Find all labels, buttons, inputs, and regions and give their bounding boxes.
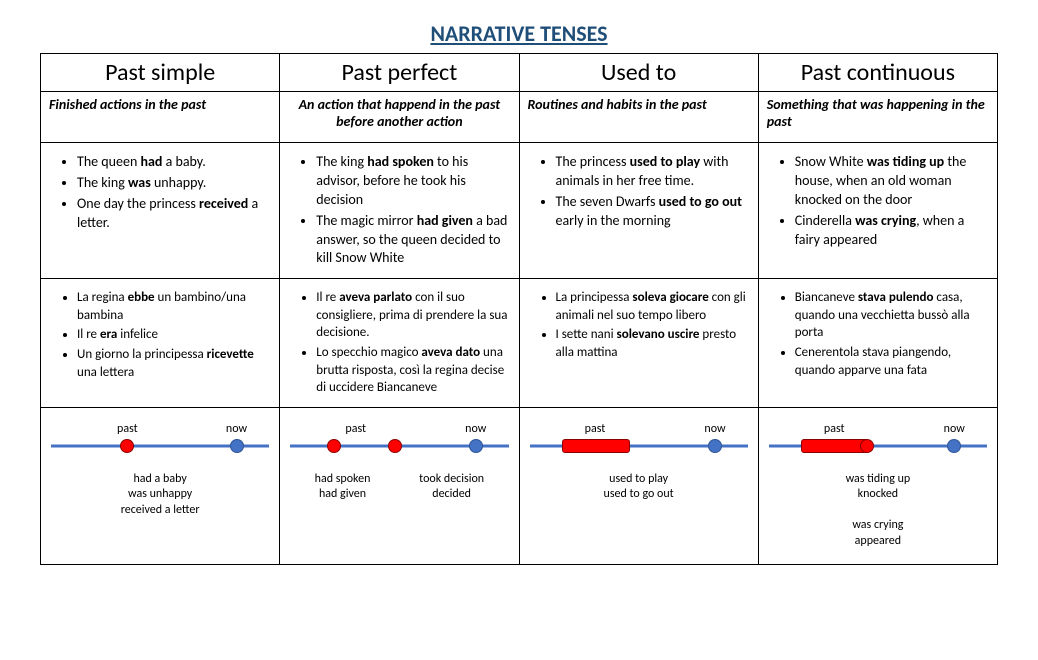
- tenses-table: Past simple Past perfect Used to Past co…: [40, 53, 998, 565]
- timeline-cell: pastnowwas tiding upknocked was cryingap…: [758, 407, 997, 564]
- examples-cell: Snow White was tiding up the house, when…: [758, 143, 997, 279]
- timeline: pastnow: [769, 426, 987, 466]
- timeline-caption: was tiding upknocked was cryingappeared: [769, 472, 987, 550]
- desc-row: Finished actions in the past An action t…: [41, 92, 998, 143]
- timeline-label: now: [944, 422, 965, 436]
- timeline-cell: pastnowhad a babywas unhappyreceived a l…: [41, 407, 280, 564]
- timeline-label: now: [226, 422, 247, 436]
- timeline-dot: [230, 439, 244, 453]
- italian-row: La regina ebbe un bambino/una bambina Il …: [41, 279, 998, 407]
- timeline-row: pastnowhad a babywas unhappyreceived a l…: [41, 407, 998, 564]
- list-item: The magic mirror had given a bad answer,…: [316, 212, 510, 269]
- list-item: Il re aveva parlato con il suo consiglie…: [316, 289, 510, 342]
- col-header: Past perfect: [280, 54, 519, 92]
- list-item: Cenerentola stava piangendo, quando appa…: [795, 344, 989, 379]
- list-item: Lo specchio magico aveva dato una brutta…: [316, 344, 510, 397]
- timeline-caption: used to playused to go out: [530, 472, 748, 503]
- timeline-caption: had a babywas unhappyreceived a letter: [51, 472, 269, 519]
- timeline-dot: [860, 439, 874, 453]
- page-title: NARRATIVE TENSES: [40, 20, 998, 47]
- list-item: Il re era infelice: [77, 326, 271, 344]
- examples-cell: La principessa soleva giocare con gli an…: [519, 279, 758, 407]
- list-item: La principessa soleva giocare con gli an…: [556, 289, 750, 324]
- list-item: The queen had a baby.: [77, 153, 271, 172]
- timeline-caption: had spokenhad given took decisiondecided: [290, 472, 508, 503]
- examples-cell: The king had spoken to his advisor, befo…: [280, 143, 519, 279]
- list-item: I sette nani solevano uscire presto alla…: [556, 326, 750, 361]
- list-item: Cinderella was crying, when a fairy appe…: [795, 212, 989, 250]
- timeline: pastnow: [51, 426, 269, 466]
- list-item: Biancaneve stava pulendo casa, quando un…: [795, 289, 989, 342]
- timeline-label: past: [824, 422, 845, 436]
- col-desc: Routines and habits in the past: [519, 92, 758, 143]
- list-item: Snow White was tiding up the house, when…: [795, 153, 989, 210]
- timeline-dot: [708, 439, 722, 453]
- timeline-dot: [469, 439, 483, 453]
- list-item: One day the princess received a letter.: [77, 195, 271, 233]
- timeline-label: past: [117, 422, 138, 436]
- timeline: pastnow: [290, 426, 508, 466]
- list-item: The princess used to play with animals i…: [556, 153, 750, 191]
- list-item: The seven Dwarfs used to go out early in…: [556, 193, 750, 231]
- list-item: The king was unhappy.: [77, 174, 271, 193]
- examples-cell: Il re aveva parlato con il suo consiglie…: [280, 279, 519, 407]
- timeline-dot: [388, 439, 402, 453]
- timeline-label: past: [585, 422, 606, 436]
- col-header: Used to: [519, 54, 758, 92]
- timeline-label: past: [345, 422, 366, 436]
- col-desc: An action that happend in the past befor…: [280, 92, 519, 143]
- timeline-dot: [327, 439, 341, 453]
- list-item: La regina ebbe un bambino/una bambina: [77, 289, 271, 324]
- col-desc: Finished actions in the past: [41, 92, 280, 143]
- examples-cell: The queen had a baby. The king was unhapp…: [41, 143, 280, 279]
- col-desc: Something that was happening in the past: [758, 92, 997, 143]
- english-row: The queen had a baby. The king was unhapp…: [41, 143, 998, 279]
- list-item: Un giorno la principessa ricevette una l…: [77, 346, 271, 381]
- timeline-cell: pastnowused to playused to go out: [519, 407, 758, 564]
- timeline-label: now: [465, 422, 486, 436]
- timeline-dot: [947, 439, 961, 453]
- timeline-bar: [801, 439, 868, 453]
- timeline-label: now: [704, 422, 725, 436]
- col-header: Past simple: [41, 54, 280, 92]
- timeline: pastnow: [530, 426, 748, 466]
- timeline-bar: [562, 439, 629, 453]
- header-row: Past simple Past perfect Used to Past co…: [41, 54, 998, 92]
- examples-cell: The princess used to play with animals i…: [519, 143, 758, 279]
- examples-cell: Biancaneve stava pulendo casa, quando un…: [758, 279, 997, 407]
- timeline-caption-col: had spokenhad given: [315, 472, 371, 503]
- list-item: The king had spoken to his advisor, befo…: [316, 153, 510, 210]
- col-header: Past continuous: [758, 54, 997, 92]
- examples-cell: La regina ebbe un bambino/una bambina Il …: [41, 279, 280, 407]
- timeline-caption-col: took decisiondecided: [419, 472, 484, 503]
- timeline-dot: [120, 439, 134, 453]
- timeline-cell: pastnowhad spokenhad giventook decisiond…: [280, 407, 519, 564]
